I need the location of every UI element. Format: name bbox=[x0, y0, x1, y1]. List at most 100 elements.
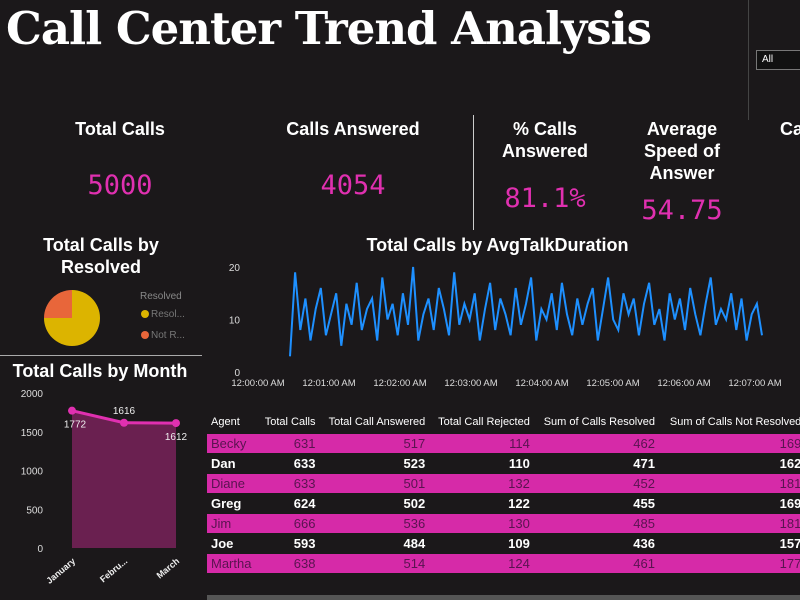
table-cell: 169 bbox=[659, 493, 800, 514]
table-cell: 157 bbox=[659, 533, 800, 554]
table-cell: 514 bbox=[319, 553, 430, 574]
table-cell: Joe bbox=[207, 533, 258, 554]
divider bbox=[0, 355, 202, 356]
table-cell: 502 bbox=[319, 493, 430, 514]
table-cell: 471 bbox=[533, 453, 659, 474]
x-tick-label: 12:02:00 AM bbox=[373, 378, 426, 389]
table-row[interactable]: Dan 633 523 110 471 162 bbox=[207, 453, 800, 474]
table-cell: 109 bbox=[429, 533, 534, 554]
table-cell: 484 bbox=[319, 533, 430, 554]
series-line bbox=[289, 266, 763, 357]
column-header[interactable]: Sum of Calls Not Resolved bbox=[669, 416, 800, 428]
table-cell: Martha bbox=[207, 553, 258, 574]
pie-title: Total Calls by Resolved bbox=[43, 235, 159, 277]
table-cell: Dan bbox=[207, 453, 258, 474]
kpi-total-calls-value: 5000 bbox=[87, 170, 153, 201]
table-cell: 455 bbox=[533, 493, 659, 514]
table-row[interactable]: Joe 593 484 109 436 157 bbox=[207, 533, 800, 554]
x-tick-label: Febru... bbox=[98, 556, 129, 585]
horizontal-scrollbar[interactable] bbox=[207, 595, 800, 600]
kpi-calls-answered-label: Calls Answered bbox=[286, 119, 420, 139]
table-cell: 523 bbox=[319, 453, 430, 474]
data-label: 1612 bbox=[165, 432, 188, 443]
month-area-chart: 0 500 1000 1500 2000 1772 1616 1612 January Febru… bbox=[21, 389, 188, 586]
y-tick-label: 10 bbox=[229, 316, 241, 327]
kpi-pct-answered-label: % Calls Answered bbox=[501, 119, 589, 161]
table-cell: 633 bbox=[257, 473, 320, 494]
kpi-calls-answered-value: 4054 bbox=[320, 170, 386, 201]
kpi-partial-label: Ca bbox=[780, 119, 800, 139]
x-tick-label: 12:04:00 AM bbox=[515, 378, 568, 389]
table-cell: 177 bbox=[659, 553, 800, 574]
table-cell: 624 bbox=[257, 493, 320, 514]
data-label: 1772 bbox=[64, 420, 87, 431]
table-cell: Diane bbox=[207, 473, 258, 494]
agent-table: Agent Total Calls Total Call Answered Total… bbox=[207, 410, 800, 574]
x-tick-label: 12:07:00 AM bbox=[728, 378, 781, 389]
pie-legend-not-resolved[interactable]: Not R... bbox=[151, 330, 185, 341]
kpi-pct-answered-value: 81.1% bbox=[504, 183, 586, 214]
table-cell: 122 bbox=[429, 493, 534, 514]
column-header[interactable]: Sum of Calls Resolved bbox=[543, 416, 655, 428]
table-cell: 452 bbox=[533, 473, 659, 494]
column-header[interactable]: Total Call Rejected bbox=[438, 416, 530, 428]
y-tick-label: 20 bbox=[229, 263, 241, 274]
divider bbox=[473, 115, 474, 230]
x-tick-label: 12:01:00 AM bbox=[302, 378, 355, 389]
data-label: 1616 bbox=[113, 406, 136, 417]
table-row[interactable]: Martha 638 514 124 461 177 bbox=[207, 553, 800, 574]
x-tick-label: 12:03:00 AM bbox=[444, 378, 497, 389]
y-tick-label: 2000 bbox=[21, 389, 44, 400]
x-tick-label: 12:06:00 AM bbox=[657, 378, 710, 389]
table-cell: 132 bbox=[429, 473, 534, 494]
page-title: Call Center Trend Analysis bbox=[6, 2, 652, 55]
table-cell: Jim bbox=[207, 513, 258, 534]
table-cell: 461 bbox=[533, 553, 659, 574]
y-tick-label: 1500 bbox=[21, 428, 44, 439]
table-row[interactable]: Jim 666 536 130 485 181 bbox=[207, 513, 800, 534]
divider bbox=[748, 0, 749, 120]
table-cell: 485 bbox=[533, 513, 659, 534]
table-row[interactable]: Greg 624 502 122 455 169 bbox=[207, 493, 800, 514]
table-cell: 114 bbox=[429, 434, 534, 454]
column-header[interactable]: Total Call Answered bbox=[328, 416, 426, 428]
table-cell: 517 bbox=[319, 434, 430, 454]
table-cell: 130 bbox=[429, 513, 534, 534]
y-tick-label: 0 bbox=[234, 368, 240, 379]
table-cell: 501 bbox=[319, 473, 430, 494]
table-cell: 638 bbox=[257, 553, 320, 574]
y-tick-label: 0 bbox=[37, 544, 43, 555]
month-chart-title: Total Calls by Month bbox=[12, 361, 188, 381]
table-cell: 169 bbox=[659, 434, 800, 454]
pie-slice-not-resolved bbox=[44, 290, 72, 318]
column-header[interactable]: Total Calls bbox=[264, 416, 316, 428]
pie-legend-title: Resolved bbox=[140, 291, 182, 302]
table-cell: 631 bbox=[257, 434, 320, 454]
table-cell: 593 bbox=[257, 533, 320, 554]
kpi-avg-speed-value: 54.75 bbox=[641, 195, 723, 226]
kpi-avg-speed-label: Average Speed of Answer bbox=[643, 119, 720, 183]
table-cell: 462 bbox=[533, 434, 659, 454]
table-cell: Becky bbox=[207, 434, 258, 454]
legend-resolved-marker bbox=[141, 310, 149, 318]
slicer-dropdown[interactable]: All bbox=[756, 50, 800, 70]
column-header[interactable]: Agent bbox=[211, 416, 240, 428]
table-cell: 110 bbox=[429, 453, 534, 474]
table-row[interactable]: Diane 633 501 132 452 181 bbox=[207, 473, 800, 494]
legend-not-resolved-marker bbox=[141, 331, 149, 339]
x-tick-label: March bbox=[155, 556, 182, 581]
table-row[interactable]: Becky 631 517 114 462 169 bbox=[207, 434, 800, 454]
line-chart: 0 10 20 12:00:00 AM 12:01:00 AM 12:02:00 AM 12… bbox=[229, 263, 782, 389]
table-cell: 633 bbox=[257, 453, 320, 474]
table-cell: 181 bbox=[659, 473, 800, 494]
table-cell: 436 bbox=[533, 533, 659, 554]
line-chart-title: Total Calls by AvgTalkDuration bbox=[366, 235, 629, 255]
area-fill bbox=[72, 410, 176, 548]
y-tick-label: 500 bbox=[26, 505, 43, 516]
x-tick-label: 12:05:00 AM bbox=[586, 378, 639, 389]
x-tick-label: 12:00:00 AM bbox=[231, 378, 284, 389]
table-cell: 666 bbox=[257, 513, 320, 534]
pie-legend-resolved[interactable]: Resol... bbox=[151, 309, 185, 320]
data-point bbox=[68, 406, 76, 415]
data-point bbox=[120, 418, 128, 427]
